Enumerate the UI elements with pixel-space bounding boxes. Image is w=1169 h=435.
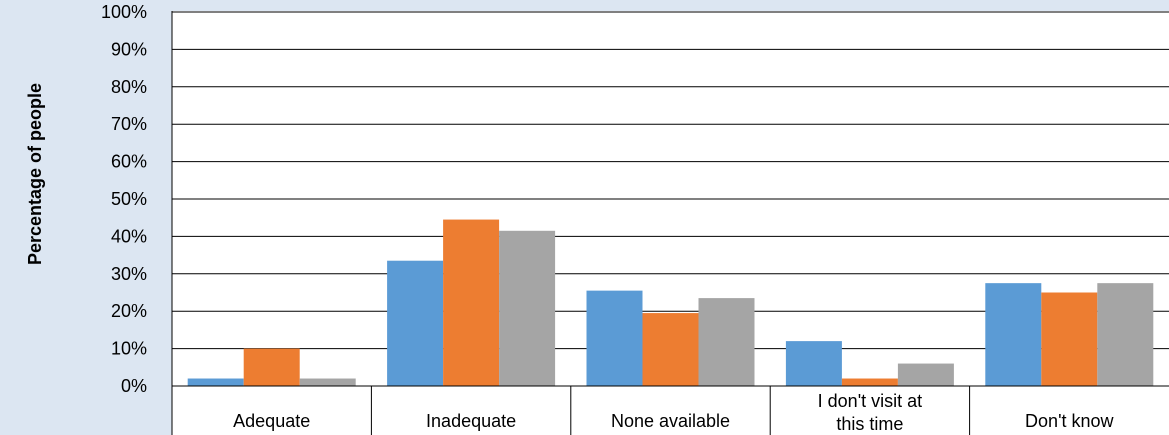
bar xyxy=(299,378,356,386)
x-tick-label: None available xyxy=(611,411,730,431)
x-tick-label: Don't know xyxy=(1025,411,1114,431)
x-tick-label: Inadequate xyxy=(426,411,516,431)
y-tick-label: 100% xyxy=(101,2,147,22)
y-tick-label: 0% xyxy=(121,376,147,396)
bar xyxy=(243,348,300,386)
bar xyxy=(897,363,954,386)
y-axis-title: Percentage of people xyxy=(25,83,45,265)
bar xyxy=(698,298,755,386)
bar xyxy=(1097,283,1154,386)
y-tick-label: 20% xyxy=(111,301,147,321)
y-tick-label: 30% xyxy=(111,264,147,284)
bar xyxy=(586,290,643,386)
x-tick-label: Adequate xyxy=(233,411,310,431)
y-tick-label: 90% xyxy=(111,39,147,59)
y-tick-label: 50% xyxy=(111,189,147,209)
bar xyxy=(187,378,244,386)
bar xyxy=(443,219,500,386)
y-tick-label: 10% xyxy=(111,339,147,359)
y-tick-label: 70% xyxy=(111,114,147,134)
bar xyxy=(387,260,444,386)
bar xyxy=(1041,292,1098,386)
bar xyxy=(785,341,842,386)
y-tick-label: 40% xyxy=(111,226,147,246)
bar xyxy=(985,283,1042,386)
bar xyxy=(499,230,556,386)
y-tick-label: 60% xyxy=(111,152,147,172)
bar xyxy=(642,313,699,386)
x-tick-label: I don't visit at this time xyxy=(818,391,922,434)
bar xyxy=(841,378,898,386)
y-tick-label: 80% xyxy=(111,77,147,97)
